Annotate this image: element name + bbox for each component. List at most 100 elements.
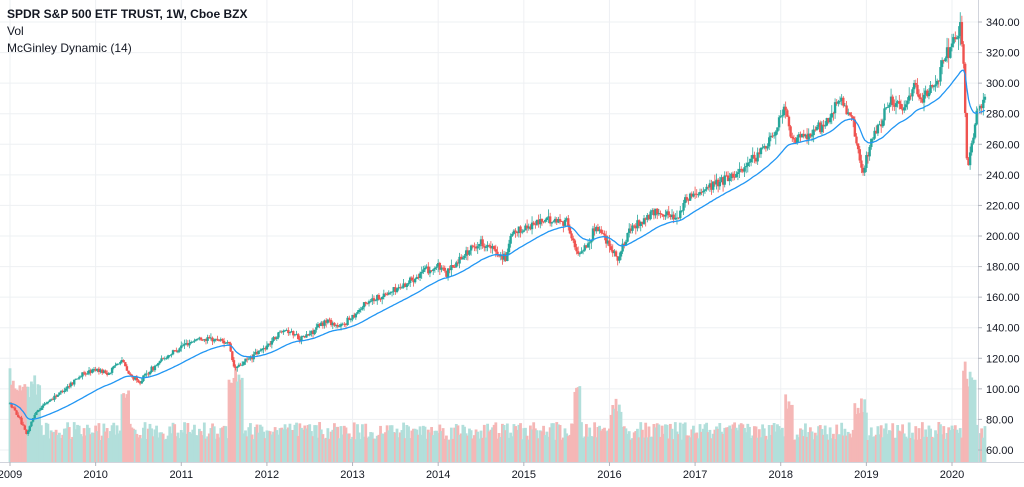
volume-bar xyxy=(560,439,564,462)
volume-bar xyxy=(479,430,483,462)
candle-body xyxy=(496,251,499,256)
volume-bar xyxy=(273,427,277,462)
price-axis[interactable]: 60.00 80.00 100.00 120.00 140.00 160.00 180.00… xyxy=(978,0,1020,462)
volume-bar xyxy=(95,431,99,462)
volume-bar xyxy=(604,431,608,462)
volume-bar xyxy=(808,427,812,462)
volume-bar xyxy=(232,377,236,462)
volume-bar xyxy=(253,426,257,462)
volume-legend[interactable]: Vol xyxy=(7,24,24,38)
candle-body xyxy=(390,291,394,293)
volume-bar xyxy=(578,386,582,462)
volume-bar xyxy=(8,368,12,462)
candle-body xyxy=(214,338,218,340)
candle-body xyxy=(349,319,353,321)
volume-bar xyxy=(349,439,353,462)
symbol-title[interactable]: SPDR S&P 500 ETF TRUST, 1W, Cboe BZX xyxy=(7,7,248,21)
candle-body xyxy=(450,265,453,271)
candle-body xyxy=(329,319,333,326)
candle-body xyxy=(911,89,914,97)
volume-bar xyxy=(825,434,829,462)
volume-bar xyxy=(889,430,893,462)
volume-bar xyxy=(132,428,135,462)
volume-bar xyxy=(869,427,873,462)
volume-bar xyxy=(79,434,83,462)
candle-body xyxy=(199,337,203,340)
candle-body xyxy=(901,108,904,111)
candle-body xyxy=(949,47,952,58)
volume-bar xyxy=(393,432,397,462)
volume-bar xyxy=(469,430,473,462)
candle-body xyxy=(978,105,982,109)
volume-bar xyxy=(207,433,211,462)
time-axis[interactable]: 2009 2010 2011 2012 2013 2014 2015 2016 2017 2018… xyxy=(0,462,1024,481)
candle-body xyxy=(677,217,680,219)
volume-bar xyxy=(156,437,160,462)
volume-bar xyxy=(510,436,514,462)
volume-bar xyxy=(206,436,210,462)
volume-bar xyxy=(787,401,791,462)
candle-body xyxy=(550,222,554,224)
volume-bar xyxy=(891,423,895,462)
volume-bar xyxy=(82,428,86,462)
volume-bar xyxy=(25,386,28,462)
mcginley-legend[interactable]: McGinley Dynamic (14) xyxy=(7,41,132,55)
volume-bar xyxy=(428,432,432,462)
candle-body xyxy=(842,97,845,106)
volume-bar xyxy=(43,434,46,462)
candle-body xyxy=(346,317,349,326)
volume-bar xyxy=(418,426,422,462)
candle-body xyxy=(621,243,624,252)
volume-bar xyxy=(69,438,73,462)
volume-bar xyxy=(764,435,768,462)
volume-bar xyxy=(904,436,908,462)
volume-bar xyxy=(673,422,677,462)
volume-bar xyxy=(589,436,593,462)
volume-bar xyxy=(962,370,965,462)
candle-body xyxy=(522,230,526,232)
volume-bar xyxy=(782,436,786,462)
candle-body xyxy=(87,370,91,374)
candle-body xyxy=(351,314,354,320)
candle-body xyxy=(400,287,404,289)
volume-bar xyxy=(436,432,440,462)
volume-bar xyxy=(873,436,876,462)
x-tick-label: 2014 xyxy=(426,469,450,481)
candle-body xyxy=(432,269,435,271)
candle-body xyxy=(784,106,787,111)
candle-body xyxy=(725,175,728,177)
volume-bar xyxy=(899,431,903,462)
candle-body xyxy=(458,256,461,264)
candle-body xyxy=(61,391,64,393)
candle-body xyxy=(570,233,573,239)
candle-body xyxy=(51,399,55,401)
candle-body xyxy=(440,267,443,270)
candle-body xyxy=(285,330,288,331)
volume-bar xyxy=(133,429,137,462)
volume-bar xyxy=(853,403,857,462)
volume-bar xyxy=(341,434,345,462)
volume-bar xyxy=(234,367,238,462)
candle-body xyxy=(534,224,537,226)
candle-body xyxy=(148,372,152,375)
candle-body xyxy=(563,219,567,226)
volume-bar xyxy=(771,425,774,462)
volume-bar xyxy=(545,431,549,462)
volume-bar xyxy=(833,439,837,462)
volume-bar xyxy=(866,439,870,462)
volume-bar xyxy=(165,438,168,462)
volume-bar xyxy=(748,426,751,462)
candle-body xyxy=(955,38,959,40)
candle-body xyxy=(269,343,272,345)
candle-body xyxy=(735,173,738,178)
volume-bar xyxy=(784,394,788,462)
candle-body xyxy=(333,322,336,326)
volume-bar xyxy=(476,431,480,462)
volume-bar xyxy=(843,428,847,462)
volume-bar xyxy=(573,391,577,462)
volume-bar xyxy=(171,422,175,462)
volume-bar xyxy=(894,437,898,462)
volume-bar xyxy=(230,383,234,462)
volume-bar xyxy=(201,435,205,462)
